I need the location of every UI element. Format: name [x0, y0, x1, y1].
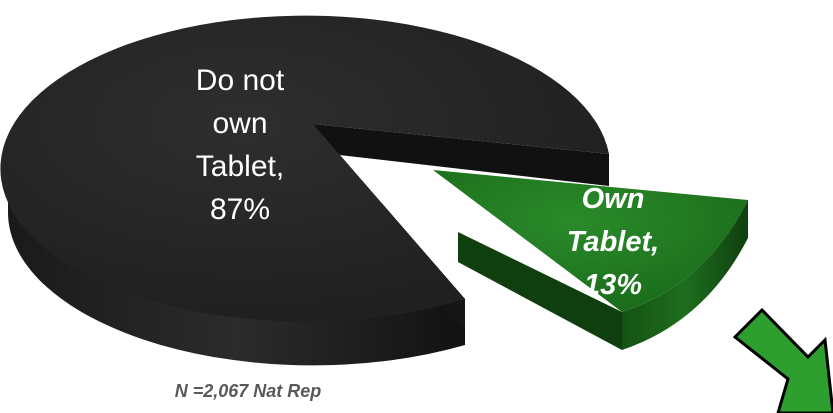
slice-own-front [622, 200, 748, 350]
label-line-4: 87% [210, 193, 270, 226]
slice-do-not-own-top [0, 15, 609, 322]
label-line-2: own [212, 107, 267, 140]
label-own-line-3: 13% [584, 269, 642, 301]
slice-do-not-own-inner-wall [313, 124, 609, 186]
arrow-down-right-icon [732, 307, 833, 413]
slice-own-top [433, 170, 748, 312]
slice-label-do-not-own: Do not own Tablet, 87% [196, 64, 285, 226]
slice-own-tablet [433, 170, 748, 350]
label-own-line-2: Tablet, [567, 226, 659, 258]
sample-size-note: N =2,067 Nat Rep [174, 381, 322, 401]
label-own-line-1: Own [582, 183, 645, 215]
slice-label-own: Own Tablet, 13% [567, 183, 659, 301]
slice-own-side [458, 232, 622, 350]
slice-do-not-own-tablet [0, 15, 609, 366]
slice-do-not-own-side [7, 170, 466, 366]
label-line-3: Tablet, [196, 150, 284, 183]
label-line-1: Do not [196, 64, 285, 97]
